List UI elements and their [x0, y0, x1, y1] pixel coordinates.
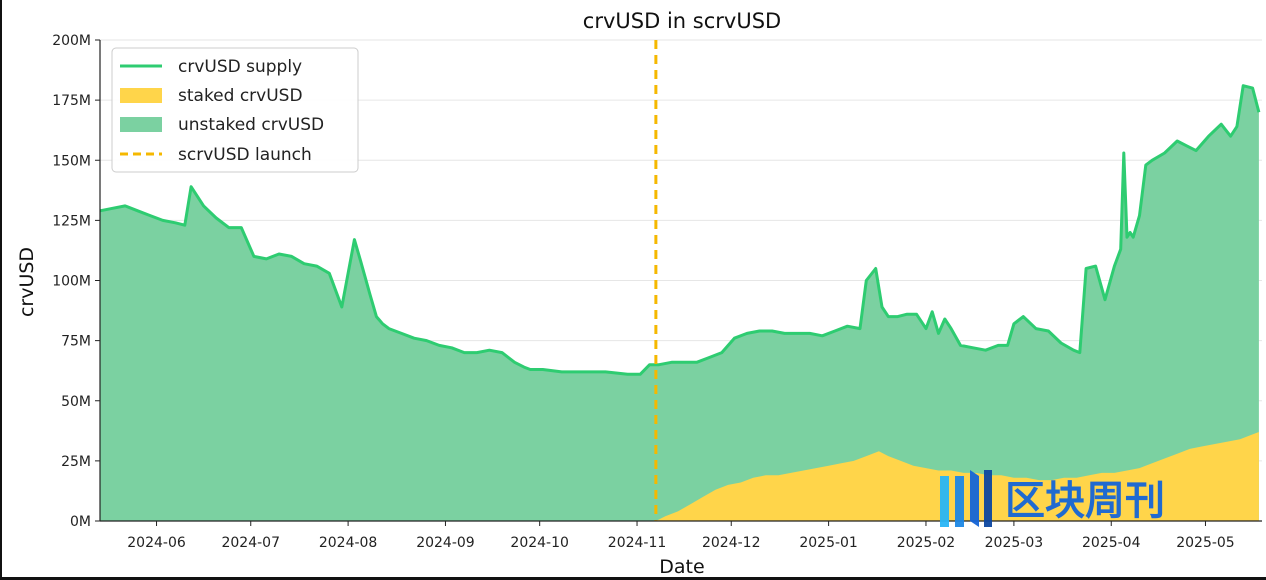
- legend-label-scrvusd-launch: scrvUSD launch: [178, 145, 312, 165]
- y-tick-label: 100M: [52, 274, 91, 290]
- legend-label-staked-crvusd: staked crvUSD: [178, 86, 303, 106]
- y-tick-label: 200M: [52, 33, 91, 49]
- x-axis-title: Date: [659, 556, 704, 578]
- y-tick-label: 150M: [52, 153, 91, 169]
- unstaked-crvusd-area: [100, 85, 1259, 521]
- chevron-bars-logo-icon: [940, 470, 992, 527]
- x-tick-label: 2024-08: [319, 535, 378, 551]
- x-tick-label: 2025-04: [1082, 535, 1141, 551]
- chart-title: crvUSD in scrvUSD: [583, 9, 781, 33]
- y-tick-label: 50M: [61, 394, 91, 410]
- legend-label-crvusd-supply: crvUSD supply: [178, 57, 302, 77]
- y-tick-label: 25M: [61, 454, 91, 470]
- legend-label-unstaked-crvusd: unstaked crvUSD: [178, 115, 324, 135]
- image-frame-bottom: [0, 577, 1266, 580]
- y-axis-ticks: 0M 25M 50M 75M 100M 125M 150M 175M 200M: [52, 33, 100, 530]
- watermark: 区块周刊: [940, 470, 1165, 527]
- y-axis-title: crvUSD: [16, 247, 38, 317]
- watermark-text: 区块周刊: [1005, 478, 1165, 524]
- image-frame-left: [0, 0, 2, 580]
- x-tick-label: 2025-01: [799, 535, 858, 551]
- y-tick-label: 125M: [52, 213, 91, 229]
- x-tick-label: 2024-12: [702, 535, 761, 551]
- legend: crvUSD supply staked crvUSD unstaked crv…: [111, 47, 359, 173]
- x-axis-ticks: 2024-06 2024-07 2024-08 2024-09 2024-10 2024-…: [127, 521, 1235, 551]
- x-tick-label: 2024-07: [221, 535, 280, 551]
- x-tick-label: 2025-05: [1176, 535, 1235, 551]
- legend-swatch-unstaked-crvusd: [120, 117, 162, 132]
- y-tick-label: 175M: [52, 93, 91, 109]
- x-tick-label: 2024-11: [608, 535, 667, 551]
- x-tick-label: 2024-06: [127, 535, 186, 551]
- crvusd-supply-line: [99, 84, 1261, 376]
- legend-box: [111, 47, 359, 173]
- x-tick-label: 2024-09: [416, 535, 475, 551]
- x-tick-label: 2025-02: [897, 535, 956, 551]
- y-tick-label: 75M: [61, 334, 91, 350]
- x-tick-label: 2025-03: [985, 535, 1044, 551]
- y-tick-label: 0M: [70, 514, 91, 530]
- x-tick-label: 2024-10: [510, 535, 569, 551]
- legend-swatch-staked-crvusd: [120, 88, 162, 103]
